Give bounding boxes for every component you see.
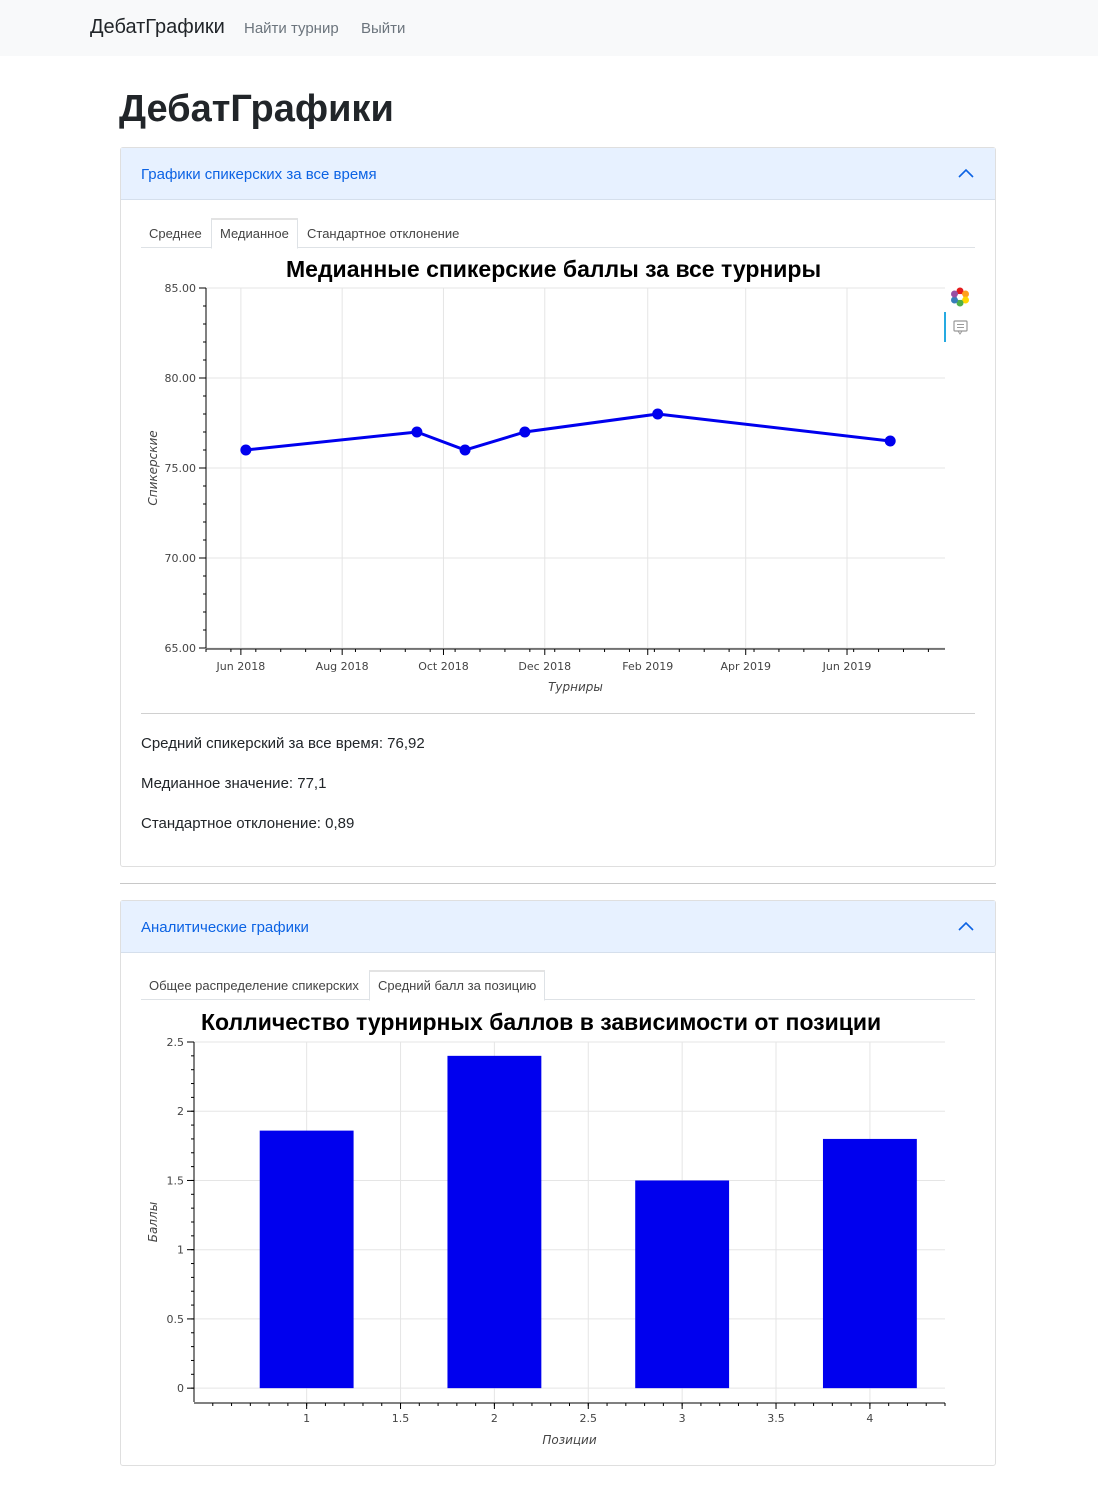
x-tick-label: Dec 2018 [518,660,571,673]
chart-title-position: Колличество турнирных баллов в зависимос… [201,1009,882,1035]
y-tick-label: 85.00 [165,282,197,295]
x-tick-label: 4 [866,1412,873,1425]
data-point [459,444,471,456]
chevron-up-icon[interactable] [957,918,975,936]
y-tick-label: 65.00 [165,642,197,655]
x-tick-label: 3 [679,1412,686,1425]
x-tick-label: Aug 2018 [316,660,369,673]
median-line-chart: 65.00 70.00 75.00 80.00 85.00 Jun 2018 Aug 201… [146,282,945,694]
x-tick-label: 2.5 [580,1412,598,1425]
y-tick-label: 2 [177,1105,184,1118]
x-axis-label: Турниры [548,680,603,694]
accordion-title: Графики спикерских за все время [141,166,377,183]
data-point [240,444,252,456]
y-tick-label: 70.00 [165,552,197,565]
data-point [411,426,423,438]
x-tick-label: Jun 2019 [822,660,872,673]
y-tick-label: 75.00 [165,462,197,475]
navbar: ДебатГрафики Найти турнир Выйти [0,0,1098,56]
position-bar-chart: 0 0.5 1 1.5 2 2.5 1 1.5 2 2.5 3 3.5 4 Позиции Баллы [146,1036,946,1447]
data-point [884,435,896,447]
data-point [652,408,664,420]
accordion-header-speaker-charts[interactable]: Графики спикерских за все время [121,148,995,200]
y-tick-label: 0.5 [167,1313,185,1326]
y-tick-label: 1 [177,1244,184,1257]
data-point [519,426,531,438]
page-title: ДебатГрафики [119,88,394,130]
tab-distribution[interactable]: Общее распределение спикерских [149,978,359,993]
tabs-analytic-charts: Общее распределение спикерских Средний б… [141,970,975,1001]
x-tick-label: 2 [491,1412,498,1425]
y-axis-label: Баллы [146,1202,160,1242]
y-tick-label: 80.00 [165,372,197,385]
x-axis-label: Позиции [542,1433,597,1447]
navbar-brand[interactable]: ДебатГрафики [90,16,225,38]
nav-link-logout[interactable]: Выйти [361,20,406,37]
x-tick-label: 3.5 [767,1412,785,1425]
accordion-title: Аналитические графики [141,919,309,936]
stat-mean: Средний спикерский за все время: 76,92 [141,735,425,752]
x-tick-label: 1 [303,1412,310,1425]
y-axis-label: Спикерские [146,430,160,505]
bar [259,1130,354,1389]
y-tick-label: 1.5 [167,1174,185,1187]
hover-tool-icon [953,320,968,335]
stat-std: Стандартное отклонение: 0,89 [141,815,355,832]
bar [635,1180,730,1389]
bokeh-logo-icon[interactable] [949,286,971,308]
tab-std[interactable]: Стандартное отклонение [307,226,460,241]
stat-median: Медианное значение: 77,1 [141,775,327,792]
y-tick-label: 2.5 [167,1036,185,1049]
tab-median[interactable]: Медианное [211,218,298,249]
tab-position-score[interactable]: Средний балл за позицию [369,970,546,1001]
accordion-header-analytic-charts[interactable]: Аналитические графики [121,901,995,953]
x-tick-label: Feb 2019 [622,660,673,673]
bar [822,1138,917,1389]
x-tick-label: Jun 2018 [216,660,266,673]
accordion-speaker-charts: Графики спикерских за все время Среднее … [120,147,996,867]
tabs-speaker-charts: Среднее Медианное Стандартное отклонение [141,218,975,249]
bar [447,1055,542,1389]
divider [141,713,975,714]
x-tick-label: 1.5 [392,1412,410,1425]
chart-title-median: Медианные спикерские баллы за все турнир… [286,256,822,282]
x-tick-label: Apr 2019 [720,660,771,673]
x-tick-label: Oct 2018 [418,660,469,673]
y-tick-label: 0 [177,1382,184,1395]
series-line [245,412,891,452]
tab-mean[interactable]: Среднее [149,226,202,241]
hover-tool-button[interactable] [944,312,974,342]
nav-link-find-tournament[interactable]: Найти турнир [244,20,339,37]
section-separator [120,883,996,884]
chevron-up-icon[interactable] [957,165,975,183]
